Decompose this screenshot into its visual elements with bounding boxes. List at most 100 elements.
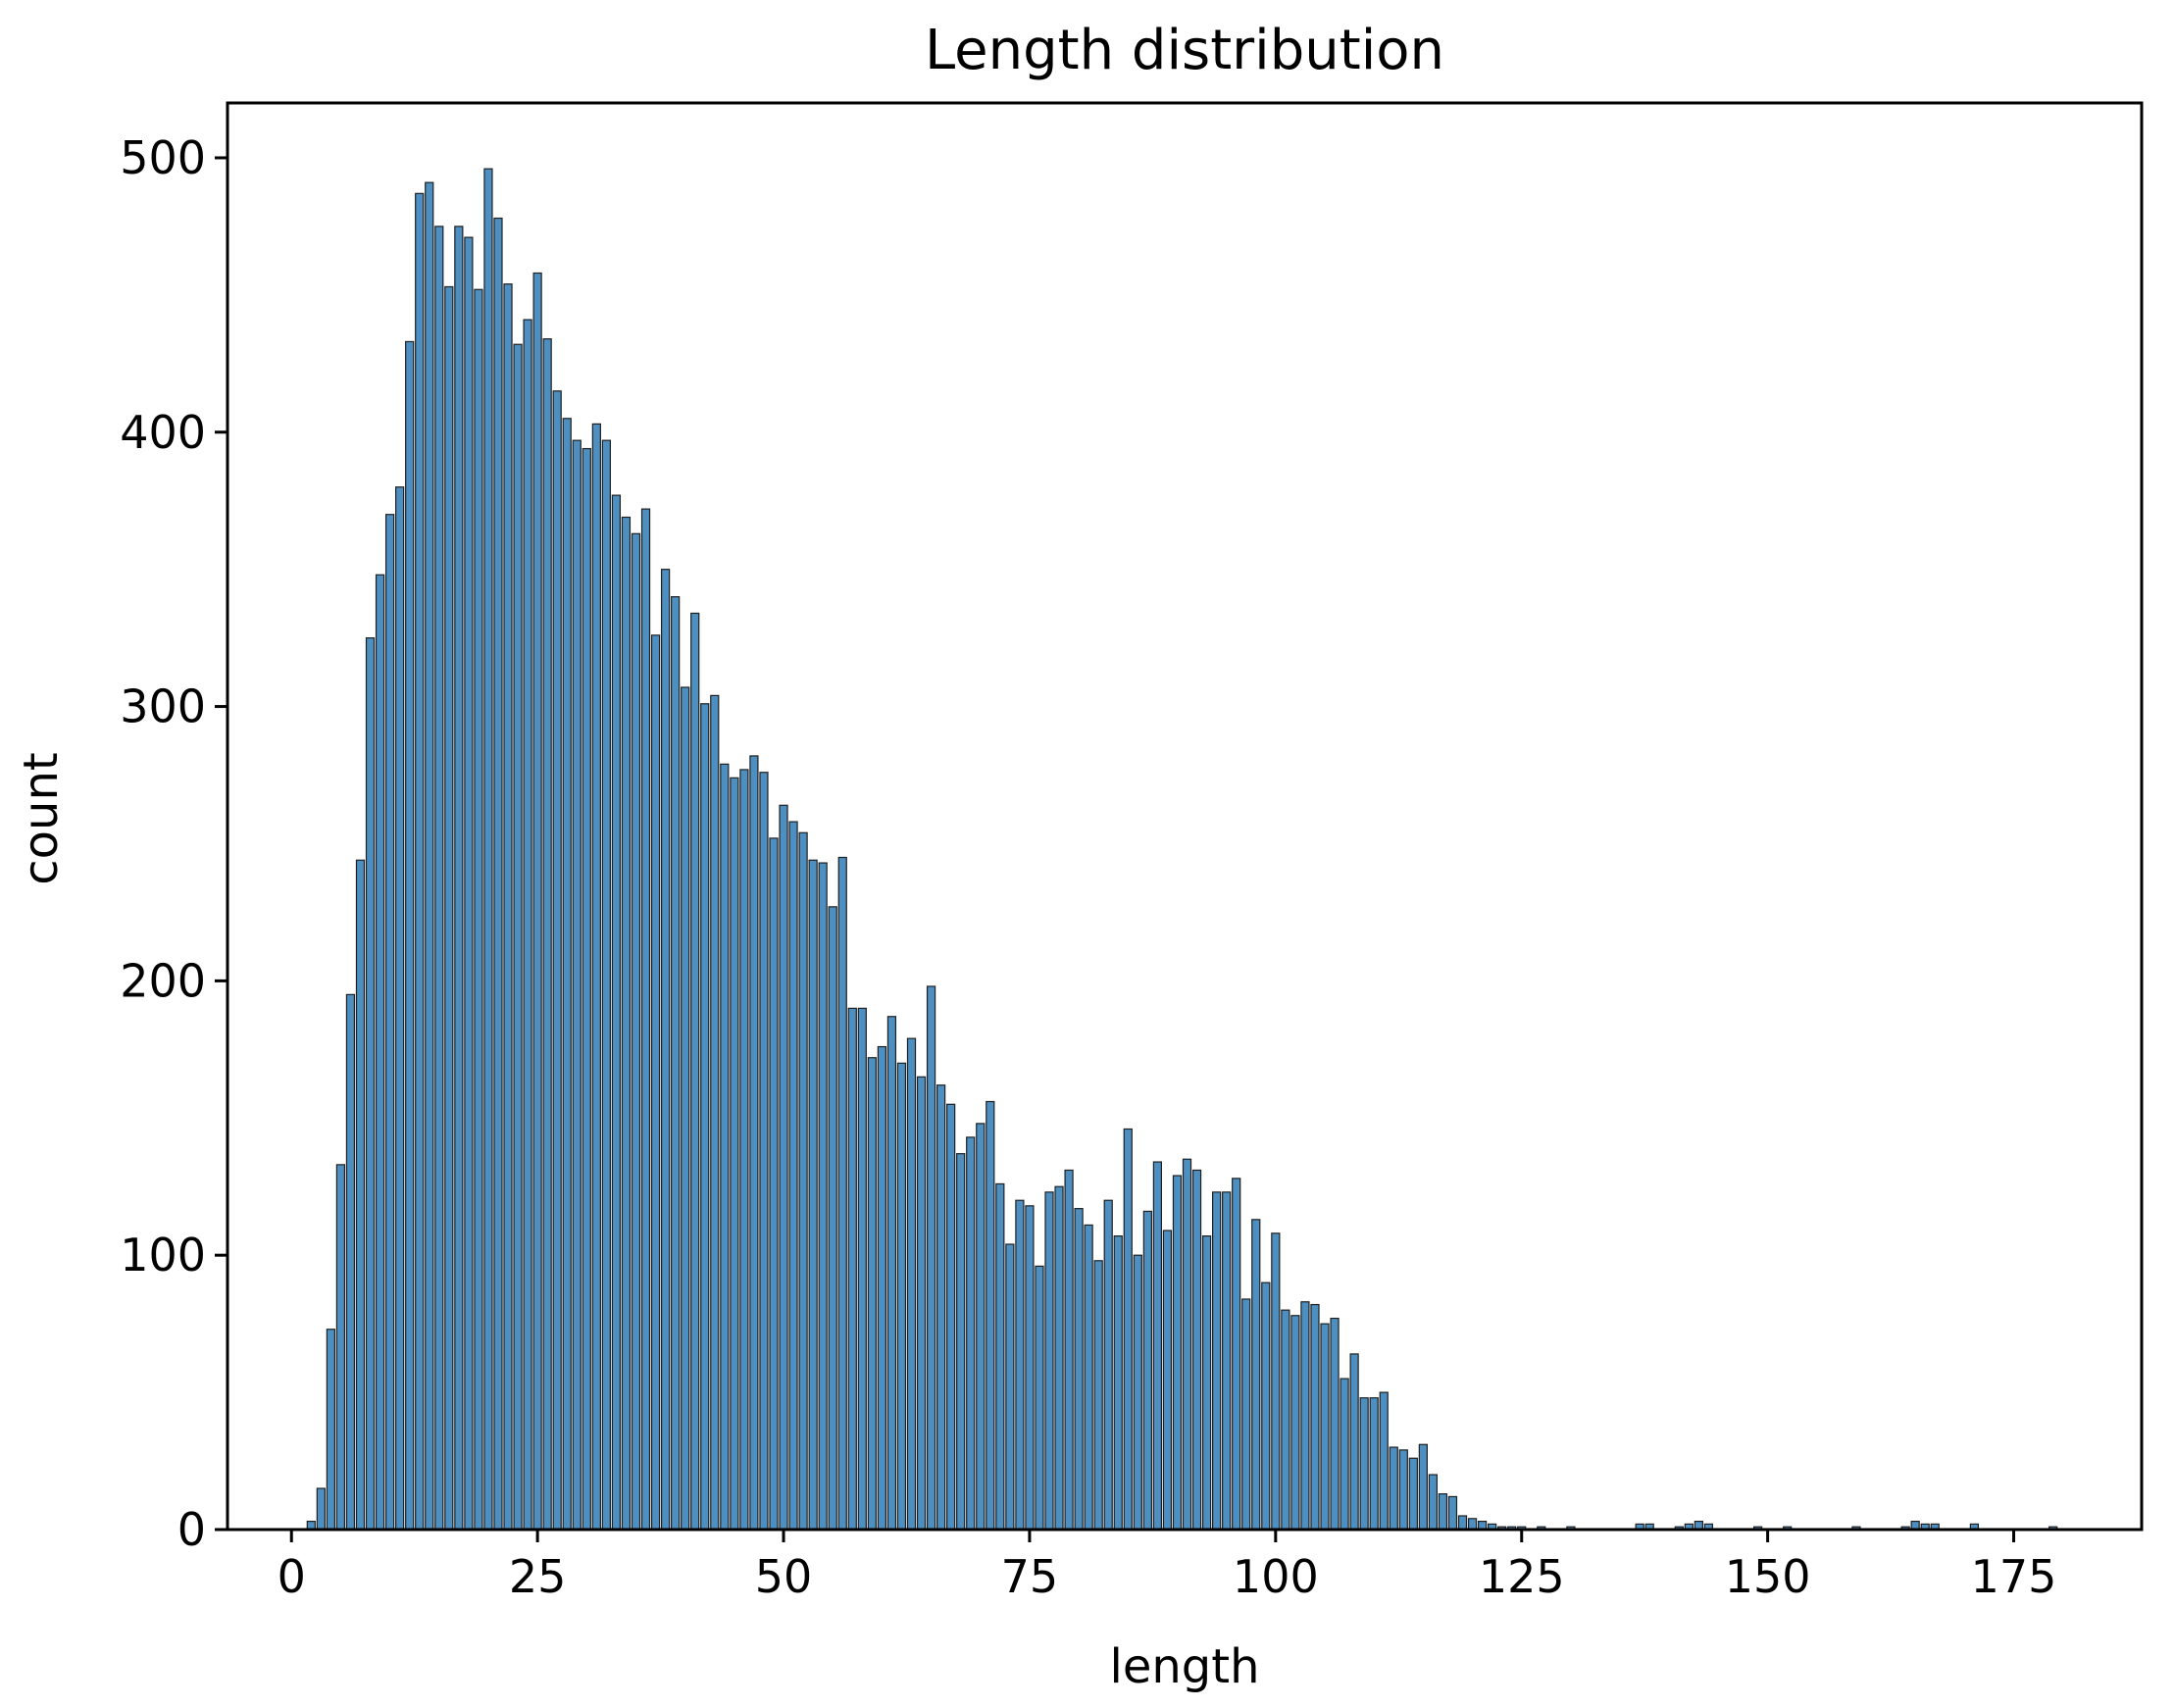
histogram-bar <box>1281 1309 1290 1531</box>
histogram-bar <box>474 288 483 1531</box>
histogram-bar <box>335 1164 346 1531</box>
histogram-bar <box>621 516 632 1531</box>
histogram-bar <box>1428 1474 1439 1531</box>
histogram-bar <box>1408 1457 1418 1531</box>
histogram-bar <box>877 1045 887 1531</box>
y-tick-label: 500 <box>120 131 206 184</box>
histogram-bar <box>1172 1175 1183 1531</box>
histogram-bar <box>1113 1235 1123 1531</box>
histogram-bar <box>1418 1443 1428 1531</box>
histogram-bar <box>1330 1317 1340 1531</box>
bars-group <box>306 168 2058 1531</box>
histogram-bar <box>415 192 425 1531</box>
histogram-bar <box>995 1182 1005 1531</box>
histogram-bar <box>532 272 542 1531</box>
histogram-bar <box>1438 1493 1448 1531</box>
histogram-bar <box>1054 1185 1064 1531</box>
histogram-bar <box>434 226 444 1531</box>
histogram-bar <box>808 859 818 1531</box>
histogram-bar <box>906 1037 917 1531</box>
histogram-bar <box>1320 1323 1330 1531</box>
histogram-bar <box>405 340 415 1531</box>
histogram-bar <box>1084 1224 1093 1531</box>
histogram-bar <box>640 508 651 1531</box>
x-tick-label: 50 <box>755 1550 813 1603</box>
x-tick-label: 25 <box>509 1550 567 1603</box>
histogram-bar <box>483 168 493 1531</box>
histogram-bar <box>1310 1303 1320 1531</box>
histogram-bar <box>1349 1353 1359 1531</box>
x-tick-label: 0 <box>278 1550 306 1603</box>
histogram-bar <box>690 612 700 1531</box>
histogram-bar <box>896 1062 907 1531</box>
histogram-bar <box>671 596 681 1531</box>
histogram-bar <box>493 217 503 1531</box>
x-tick-label: 100 <box>1233 1550 1319 1603</box>
histogram-bar <box>1212 1191 1222 1531</box>
histogram-bar <box>1359 1397 1369 1531</box>
histogram-bar <box>1290 1315 1300 1531</box>
histogram-bar <box>1261 1281 1271 1531</box>
x-tick-label: 125 <box>1479 1550 1565 1603</box>
y-tick-label: 0 <box>177 1503 206 1556</box>
histogram-bar <box>345 993 356 1531</box>
histogram-bar <box>986 1100 995 1531</box>
histogram-bar <box>513 343 523 1531</box>
histogram-bar <box>828 906 837 1531</box>
histogram-bar <box>976 1123 986 1531</box>
histogram-bar <box>759 772 769 1531</box>
histogram-bar <box>710 694 720 1531</box>
histogram-bar <box>1162 1230 1173 1531</box>
histogram-bar <box>1182 1158 1192 1531</box>
histogram-bar <box>1103 1199 1113 1531</box>
histogram-bar <box>355 859 366 1531</box>
histogram-bar <box>926 985 936 1531</box>
histogram-bar <box>1025 1205 1035 1531</box>
histogram-bar <box>1389 1446 1398 1531</box>
histogram-bar <box>739 769 749 1531</box>
histogram-bar <box>1232 1178 1241 1531</box>
histogram-bar <box>365 637 376 1531</box>
histogram-bar <box>1123 1128 1133 1531</box>
histogram-bar <box>375 574 385 1531</box>
histogram-bar <box>444 285 454 1531</box>
histogram-bar <box>867 1057 877 1531</box>
histogram-bar <box>700 703 710 1531</box>
histogram-bar <box>611 494 622 1531</box>
histogram-bar <box>779 804 788 1531</box>
y-tick-label: 100 <box>120 1229 206 1281</box>
histogram-bar <box>464 236 474 1531</box>
x-tick-label: 150 <box>1725 1550 1811 1603</box>
histogram-bar <box>1191 1169 1202 1531</box>
histogram-bar <box>660 569 671 1531</box>
histogram-bar <box>552 390 562 1531</box>
histogram-bar <box>1251 1219 1261 1531</box>
y-tick-label: 300 <box>120 680 206 733</box>
histogram-bar <box>916 1076 927 1531</box>
x-axis-label: length <box>1110 1639 1260 1694</box>
histogram-bar <box>1093 1260 1103 1531</box>
histogram-bar <box>454 226 464 1531</box>
histogram-bar <box>1201 1235 1212 1531</box>
histogram-bar <box>966 1136 976 1531</box>
histogram-bar <box>316 1487 326 1531</box>
histogram-bar <box>956 1153 966 1531</box>
histogram-bar <box>837 856 847 1531</box>
histogram-bar <box>650 634 661 1531</box>
histogram-bar <box>1271 1232 1281 1531</box>
histogram-bar <box>384 514 395 1531</box>
x-tick-label: 75 <box>1001 1550 1059 1603</box>
histogram-bar <box>1241 1298 1251 1531</box>
histogram-bar <box>1035 1265 1044 1531</box>
histogram-bar <box>1152 1161 1163 1531</box>
x-tick-label: 175 <box>1971 1550 2057 1603</box>
histogram-bar <box>1142 1210 1152 1531</box>
histogram-bar <box>1340 1378 1349 1531</box>
histogram-bar <box>1457 1515 1468 1531</box>
histogram-bar <box>1005 1243 1015 1531</box>
histogram-bar <box>1467 1518 1478 1531</box>
histogram-bar <box>798 831 808 1531</box>
histogram-bar <box>591 423 601 1531</box>
histogram-bar <box>935 1084 946 1531</box>
histogram-bar <box>1447 1495 1458 1531</box>
